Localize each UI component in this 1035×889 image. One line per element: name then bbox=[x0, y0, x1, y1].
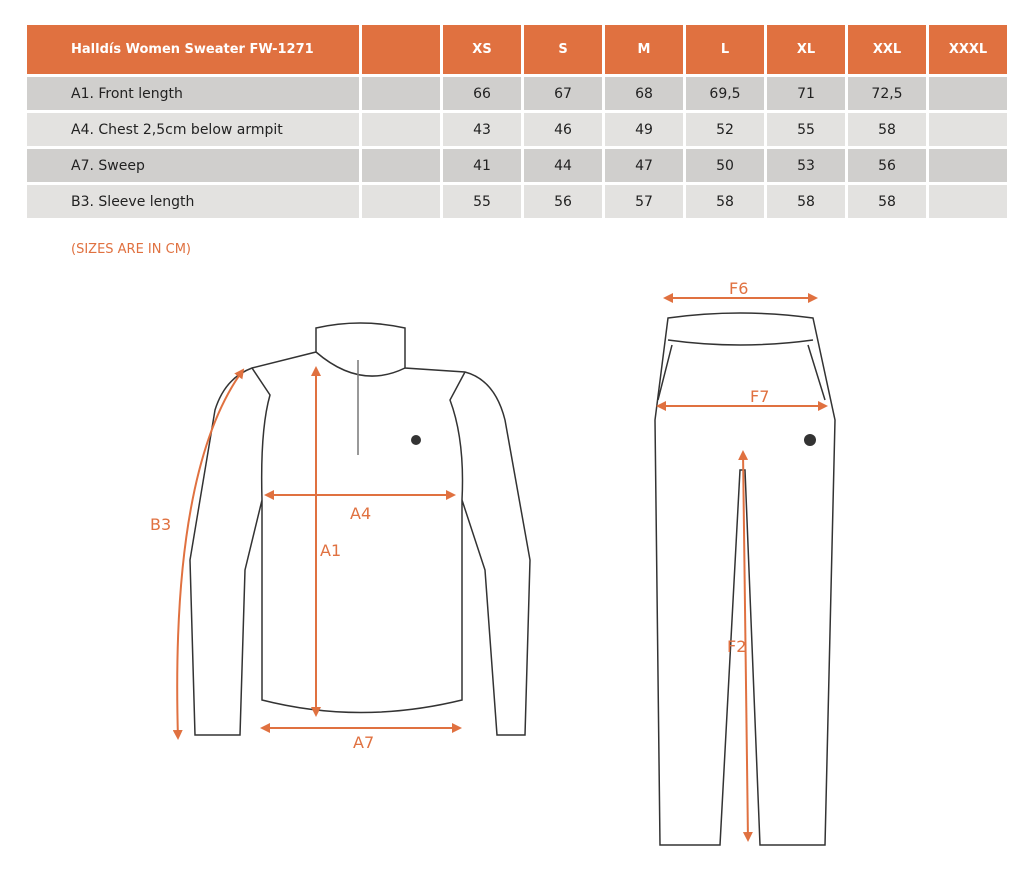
size-header: L bbox=[686, 25, 764, 74]
b3-arrow bbox=[172, 368, 245, 740]
size-header: S bbox=[524, 25, 602, 74]
table-row: A1. Front length 66 67 68 69,5 71 72,5 bbox=[27, 77, 1007, 110]
size-value: 56 bbox=[524, 185, 602, 218]
size-value bbox=[929, 77, 1007, 110]
measurement-label: A1. Front length bbox=[27, 77, 359, 110]
table-row: A7. Sweep 41 44 47 50 53 56 bbox=[27, 149, 1007, 182]
size-value: 56 bbox=[848, 149, 926, 182]
size-value: 57 bbox=[605, 185, 683, 218]
size-value: 41 bbox=[443, 149, 521, 182]
blank-header bbox=[362, 25, 440, 74]
size-value: 67 bbox=[524, 77, 602, 110]
label-a1: A1 bbox=[320, 541, 341, 560]
size-value: 53 bbox=[767, 149, 845, 182]
size-value: 71 bbox=[767, 77, 845, 110]
size-value: 58 bbox=[848, 113, 926, 146]
size-header: XL bbox=[767, 25, 845, 74]
table-row: B3. Sleeve length 55 56 57 58 58 58 bbox=[27, 185, 1007, 218]
size-value: 44 bbox=[524, 149, 602, 182]
size-value: 47 bbox=[605, 149, 683, 182]
label-a4: A4 bbox=[350, 504, 371, 523]
table-title: Halldís Women Sweater FW-1271 bbox=[27, 25, 359, 74]
measurement-label: B3. Sleeve length bbox=[27, 185, 359, 218]
size-value: 43 bbox=[443, 113, 521, 146]
size-value: 72,5 bbox=[848, 77, 926, 110]
size-header: M bbox=[605, 25, 683, 74]
size-value bbox=[929, 149, 1007, 182]
label-f7: F7 bbox=[750, 387, 769, 406]
size-table: Halldís Women Sweater FW-1271 XS S M L X… bbox=[24, 22, 1010, 221]
size-value: 69,5 bbox=[686, 77, 764, 110]
sweater-drawing bbox=[189, 322, 531, 736]
label-b3: B3 bbox=[150, 515, 171, 534]
table-row: A4. Chest 2,5cm below armpit 43 46 49 52 55 58 bbox=[27, 113, 1007, 146]
size-value: 68 bbox=[605, 77, 683, 110]
logo-icon bbox=[411, 434, 816, 446]
blank-cell bbox=[362, 113, 440, 146]
size-value: 58 bbox=[848, 185, 926, 218]
label-f2: F2 bbox=[727, 637, 746, 656]
size-value bbox=[929, 113, 1007, 146]
size-value: 52 bbox=[686, 113, 764, 146]
size-value: 66 bbox=[443, 77, 521, 110]
label-a7: A7 bbox=[353, 733, 374, 752]
label-f6: F6 bbox=[729, 279, 748, 298]
units-note: (SIZES ARE IN CM) bbox=[71, 242, 191, 257]
size-value: 55 bbox=[767, 113, 845, 146]
size-value: 58 bbox=[767, 185, 845, 218]
size-header: XS bbox=[443, 25, 521, 74]
measurement-label: A7. Sweep bbox=[27, 149, 359, 182]
size-value bbox=[929, 185, 1007, 218]
size-value: 50 bbox=[686, 149, 764, 182]
size-header: XXXL bbox=[929, 25, 1007, 74]
table-header: Halldís Women Sweater FW-1271 XS S M L X… bbox=[27, 25, 1007, 74]
blank-cell bbox=[362, 149, 440, 182]
size-value: 58 bbox=[686, 185, 764, 218]
measurement-label: A4. Chest 2,5cm below armpit bbox=[27, 113, 359, 146]
size-value: 46 bbox=[524, 113, 602, 146]
size-header: XXL bbox=[848, 25, 926, 74]
size-value: 55 bbox=[443, 185, 521, 218]
blank-cell bbox=[362, 185, 440, 218]
size-value: 49 bbox=[605, 113, 683, 146]
blank-cell bbox=[362, 77, 440, 110]
f2-arrow bbox=[738, 450, 753, 842]
